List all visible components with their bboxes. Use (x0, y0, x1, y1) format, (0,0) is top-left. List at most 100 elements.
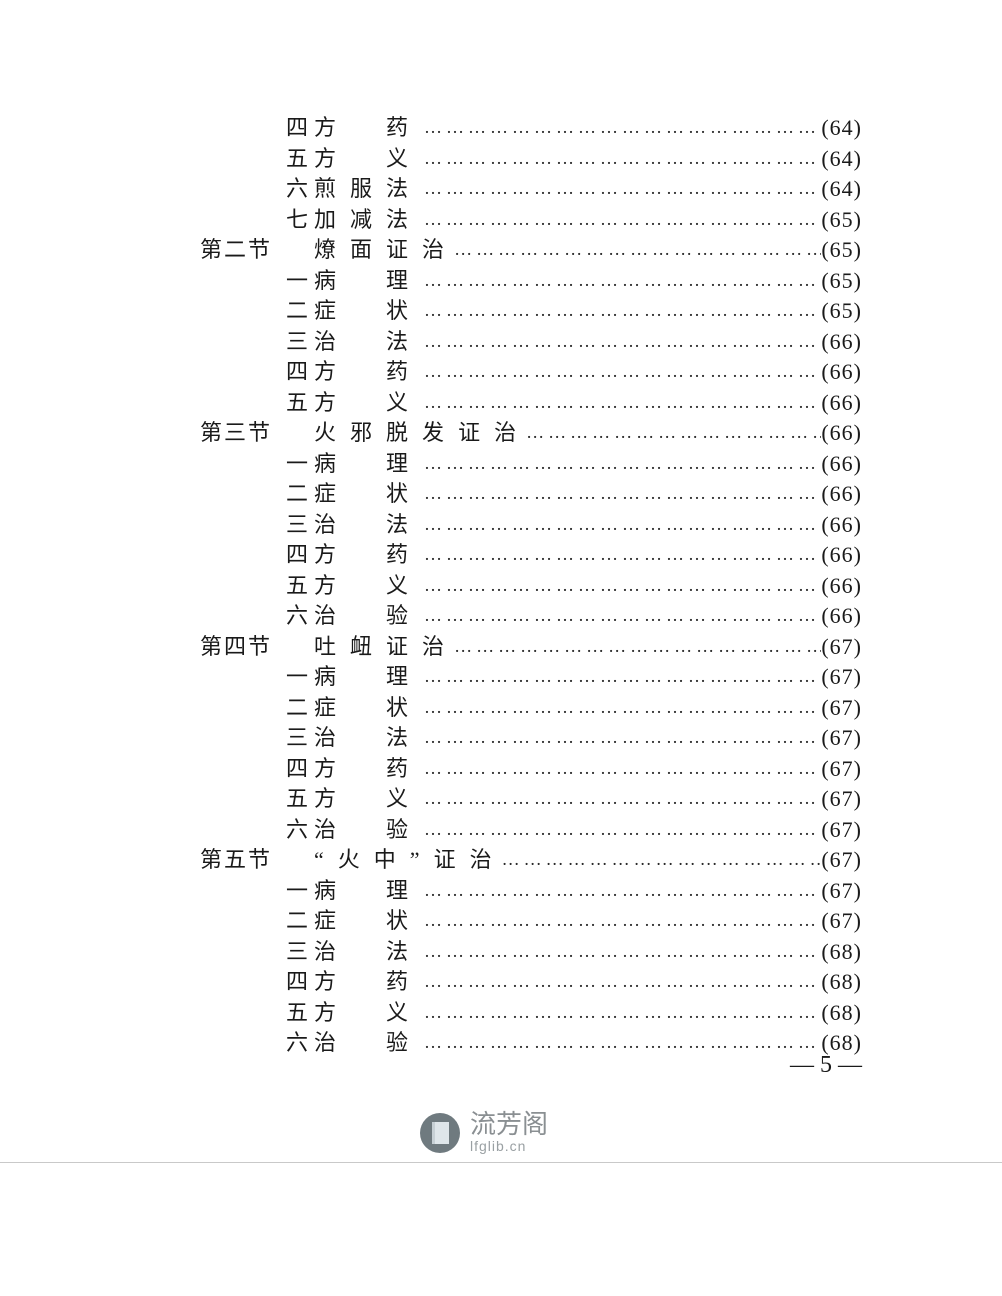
toc-leader-dots (414, 819, 821, 840)
toc-leader-dots (414, 453, 821, 474)
toc-leader-dots (414, 209, 821, 230)
toc-leader-dots (414, 178, 821, 199)
toc-page: (67) (821, 878, 862, 904)
toc-leader-dots (414, 666, 821, 687)
toc-page: (67) (821, 664, 862, 690)
toc-leader-dots (414, 514, 821, 535)
toc-number: 四 (280, 964, 314, 996)
toc-number: 四 (280, 751, 314, 783)
toc-number: 五 (280, 995, 314, 1027)
toc-page: (66) (821, 420, 862, 446)
toc-title: 方 药 (314, 751, 414, 783)
toc-leader-dots (414, 300, 821, 321)
toc-page: (68) (821, 1000, 862, 1026)
toc-page: (67) (821, 786, 862, 812)
toc-leader-dots (414, 1002, 821, 1023)
toc-leader-dots (414, 697, 821, 718)
toc-row: 一病 理(67) (200, 659, 862, 690)
toc-number: 六 (280, 812, 314, 844)
toc-number: 一 (280, 446, 314, 478)
toc-row: 三治 法(68) (200, 934, 862, 965)
toc-page: (65) (821, 268, 862, 294)
toc-row: 二症 状 (66) (200, 476, 862, 507)
toc-leader-dots (414, 1032, 821, 1053)
toc-page: (65) (821, 207, 862, 233)
toc-page: (67) (821, 725, 862, 751)
toc-row: 五方 义(66) (200, 568, 862, 599)
toc-title: 方 义 (314, 995, 414, 1027)
toc-leader-dots (444, 239, 821, 260)
toc-number: 二 (280, 690, 314, 722)
toc-row: 六治 验(66) (200, 598, 862, 629)
toc-row: 四方 药 (67) (200, 751, 862, 782)
toc-row: 七加减法(65) (200, 202, 862, 233)
toc-title: 治 法 (314, 324, 414, 356)
page: 四方 药(64)五方 义(64)六煎服法(64)七加减法(65)第二节燎面证治(… (0, 0, 1002, 1296)
toc-number: 五 (280, 781, 314, 813)
toc-page: (67) (821, 756, 862, 782)
toc-page: (66) (821, 603, 862, 629)
toc-title: 病 理 (314, 659, 414, 691)
toc-title: 火邪脱发证治 (314, 415, 516, 447)
toc-title: 病 理 (314, 446, 414, 478)
toc-leader-dots (414, 392, 821, 413)
toc-leader-dots (414, 605, 821, 626)
toc-row: 三治 法(67) (200, 720, 862, 751)
toc-row: 六治 验(67) (200, 812, 862, 843)
toc-leader-dots (414, 361, 821, 382)
toc-page: (66) (821, 542, 862, 568)
toc-page: (66) (821, 390, 862, 416)
footer-page-number: — 5 — (790, 1052, 862, 1079)
divider (0, 1162, 1002, 1163)
toc-title: 燎面证治 (314, 232, 444, 264)
book-icon (420, 1113, 460, 1153)
toc-leader-dots (414, 483, 821, 504)
toc-number: 一 (280, 263, 314, 295)
toc-title: 治 验 (314, 812, 414, 844)
toc-row: 二症 状(67) (200, 903, 862, 934)
toc-section: 第二节 (200, 232, 280, 264)
toc-number: 五 (280, 385, 314, 417)
toc-number: 三 (280, 324, 314, 356)
toc-row: 第二节燎面证治(65) (200, 232, 862, 263)
toc-row: 五方 义 (67) (200, 781, 862, 812)
toc-title: “火中”证治 (314, 842, 492, 874)
toc-row: 三治 法(66) (200, 507, 862, 538)
toc-page: (67) (821, 695, 862, 721)
watermark: 流芳阁 lfglib.cn (420, 1112, 548, 1155)
toc-page: (66) (821, 451, 862, 477)
toc-number: 二 (280, 476, 314, 508)
toc-row: 一病 理 (67) (200, 873, 862, 904)
toc-section: 第三节 (200, 415, 280, 447)
toc-title: 方 药 (314, 964, 414, 996)
toc-row: 第三节 火邪脱发证治 (66) (200, 415, 862, 446)
toc-title: 方 义 (314, 781, 414, 813)
toc-row: 五方 义 (68) (200, 995, 862, 1026)
toc-title: 方 药 (314, 110, 414, 142)
toc-page: (67) (821, 847, 862, 873)
toc-leader-dots (414, 971, 821, 992)
toc-page: (64) (821, 146, 862, 172)
toc-title: 病 理 (314, 873, 414, 905)
toc-row: 六治 验(68) (200, 1025, 862, 1056)
toc-row: 一病 理(65) (200, 263, 862, 294)
toc-title: 煎服法 (314, 171, 414, 203)
toc-row: 第五节“火中”证治(67) (200, 842, 862, 873)
toc-page: (66) (821, 481, 862, 507)
toc-title: 治 法 (314, 934, 414, 966)
toc-number: 二 (280, 903, 314, 935)
toc-number: 三 (280, 934, 314, 966)
toc-row: 三治 法(66) (200, 324, 862, 355)
toc-number: 六 (280, 171, 314, 203)
toc-row: 二症 状(65) (200, 293, 862, 324)
toc-title: 治 验 (314, 1025, 414, 1057)
toc-title: 加减法 (314, 202, 414, 234)
toc-number: 一 (280, 873, 314, 905)
toc-number: 六 (280, 1025, 314, 1057)
toc-leader-dots (414, 758, 821, 779)
toc-page: (66) (821, 359, 862, 385)
toc-leader-dots (414, 331, 821, 352)
toc-title: 症 状 (314, 476, 414, 508)
toc-leader-dots (414, 148, 821, 169)
toc-leader-dots (414, 117, 821, 138)
